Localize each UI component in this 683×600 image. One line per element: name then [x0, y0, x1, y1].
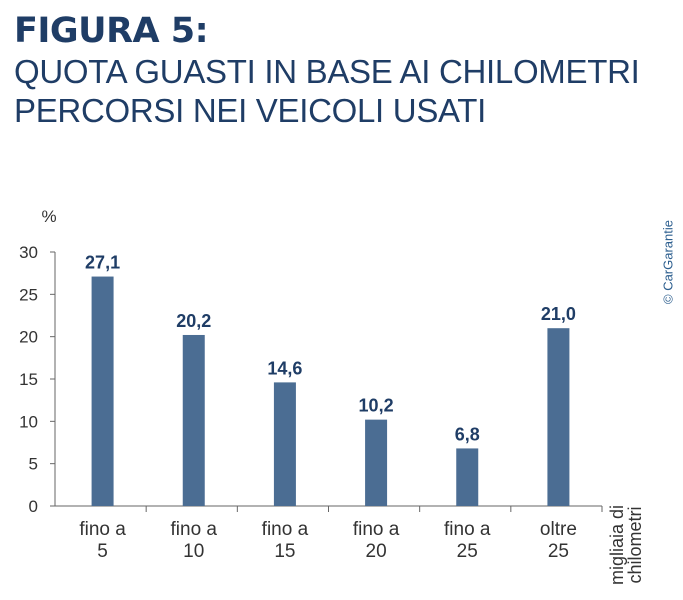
- x-category-label-3-line-1: fino a: [353, 519, 400, 540]
- x-category-label-5-line-2: 25: [548, 541, 569, 562]
- bar-0: [91, 276, 114, 506]
- figure-label: FIGURA 5:: [14, 11, 209, 51]
- chart-heading: FIGURA 5: QUOTA GUASTI IN BASE AI CHILOM…: [14, 10, 640, 130]
- bar-value-label-2: 14,6: [267, 358, 302, 378]
- bar-value-label-5: 21,0: [541, 304, 576, 324]
- copyright-credit: © CarGarantie: [660, 220, 676, 304]
- y-tick-label-25: 25: [19, 285, 38, 304]
- x-category-label-1-line-2: 10: [183, 541, 204, 562]
- x-category-label-1-line-1: fino a: [171, 519, 218, 540]
- bar-2: [273, 382, 296, 506]
- x-category-label-2-line-2: 15: [274, 541, 295, 562]
- bar-value-label-0: 27,1: [85, 253, 120, 273]
- x-category-label-5-line-1: oltre: [540, 519, 577, 540]
- x-category-label-4-line-2: 25: [457, 541, 478, 562]
- y-tick-label-15: 15: [19, 370, 38, 389]
- x-category-label-2-line-1: fino a: [262, 519, 309, 540]
- x-axis-unit-label: migliaia di chilometri: [607, 504, 645, 586]
- y-tick-label-0: 0: [29, 497, 38, 516]
- chart-title-line-2: PERCORSI NEI VEICOLI USATI: [14, 92, 487, 129]
- chart-title-line-1: QUOTA GUASTI IN BASE AI CHILOMETRI: [14, 53, 640, 90]
- x-axis-unit-line-2: chilometri: [625, 506, 645, 584]
- bar-1: [182, 334, 205, 506]
- x-category-label-3-line-2: 20: [366, 541, 387, 562]
- bar-3: [365, 419, 388, 506]
- y-tick-label-5: 5: [29, 455, 38, 474]
- y-axis-unit-label: %: [41, 207, 56, 226]
- bar-5: [547, 328, 570, 506]
- bar-value-label-1: 20,2: [176, 311, 211, 331]
- y-tick-label-30: 30: [19, 243, 38, 262]
- bar-value-label-3: 10,2: [359, 396, 394, 416]
- x-category-label-0-line-1: fino a: [79, 519, 126, 540]
- y-tick-label-20: 20: [19, 328, 38, 347]
- x-axis-unit-line-1: migliaia di: [607, 504, 627, 586]
- bar-4: [456, 448, 479, 506]
- x-category-label-4-line-1: fino a: [444, 519, 491, 540]
- x-category-label-0-line-2: 5: [97, 541, 108, 562]
- y-tick-label-10: 10: [19, 412, 38, 431]
- bar-value-label-4: 6,8: [455, 424, 480, 444]
